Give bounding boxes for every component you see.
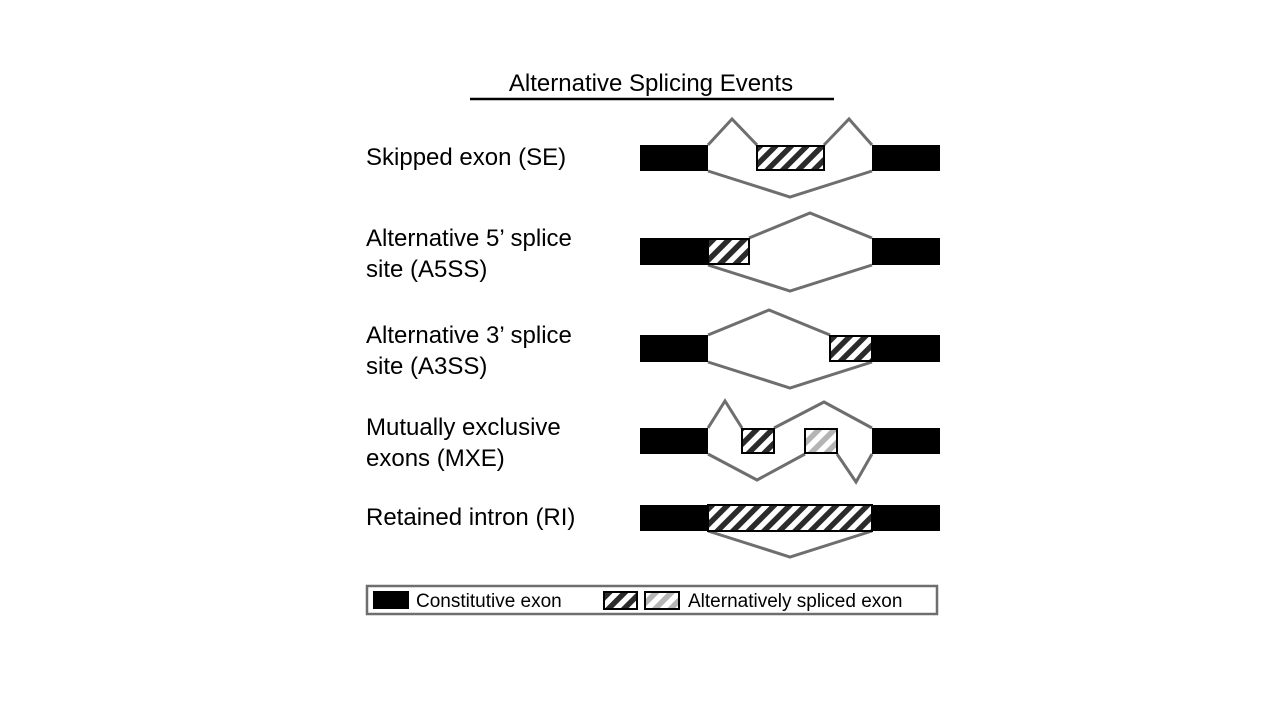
constitutive-exon [640,505,708,531]
constitutive-exon [872,145,940,171]
junction-line [706,116,759,147]
alternative-exon [756,145,825,171]
label-line: Alternative 3’ splice [366,322,572,349]
event-row-ri: Retained intron (RI) [366,504,940,559]
constitutive-exon [640,335,708,362]
event-label-ri: Retained intron (RI) [366,504,575,531]
junction-line [748,211,873,240]
label-line: site (A5SS) [366,256,487,283]
legend-swatch-alternative-light [644,591,680,610]
label-line: Mutually exclusive [366,414,561,441]
constitutive-exon [640,428,708,454]
legend-swatch-constitutive [373,591,409,609]
junction-line [707,308,831,337]
constitutive-exon [640,145,708,171]
alternative-exon-dark [741,428,775,454]
junction-line [822,116,874,147]
junction-line [707,360,873,390]
retained-intron [707,504,873,532]
event-row-se: Skipped exon (SE) [366,116,940,199]
constitutive-exon [872,428,940,454]
legend-label-constitutive: Constitutive exon [416,591,562,612]
constitutive-exon [872,238,940,265]
constitutive-exon [872,505,940,531]
alternative-exon-light [804,428,838,454]
legend: Constitutive exon Alternatively spliced … [365,584,939,616]
junction-line [773,400,873,430]
legend-label-alternative: Alternatively spliced exon [688,591,902,612]
label-line: site (A3SS) [366,353,487,380]
event-row-a3ss: Alternative 3’ splice site (A3SS) [366,308,940,390]
label-line: Alternative 5’ splice [366,225,572,252]
alternative-exon [829,335,873,362]
event-label-a5ss: Alternative 5’ splice site (A5SS) [366,225,579,283]
diagram-title: Alternative Splicing Events [509,70,793,97]
junction-line [707,263,873,293]
event-label-a3ss: Alternative 3’ splice site (A3SS) [366,322,579,380]
event-row-a5ss: Alternative 5’ splice site (A5SS) [366,211,940,293]
constitutive-exon [640,238,708,265]
event-label-se: Skipped exon (SE) [366,144,566,171]
label-line: exons (MXE) [366,445,505,472]
junction-line [706,398,744,429]
event-row-mxe: Mutually exclusive exons (MXE) [366,398,940,485]
junction-line [707,452,806,482]
skipping-junction-line [707,169,873,199]
junction-line [835,453,874,485]
splicing-junction-line [707,529,873,559]
event-label-mxe: Mutually exclusive exons (MXE) [366,414,567,472]
alternative-exon [707,238,750,265]
constitutive-exon [872,335,940,362]
legend-swatch-alternative-dark [603,591,638,610]
